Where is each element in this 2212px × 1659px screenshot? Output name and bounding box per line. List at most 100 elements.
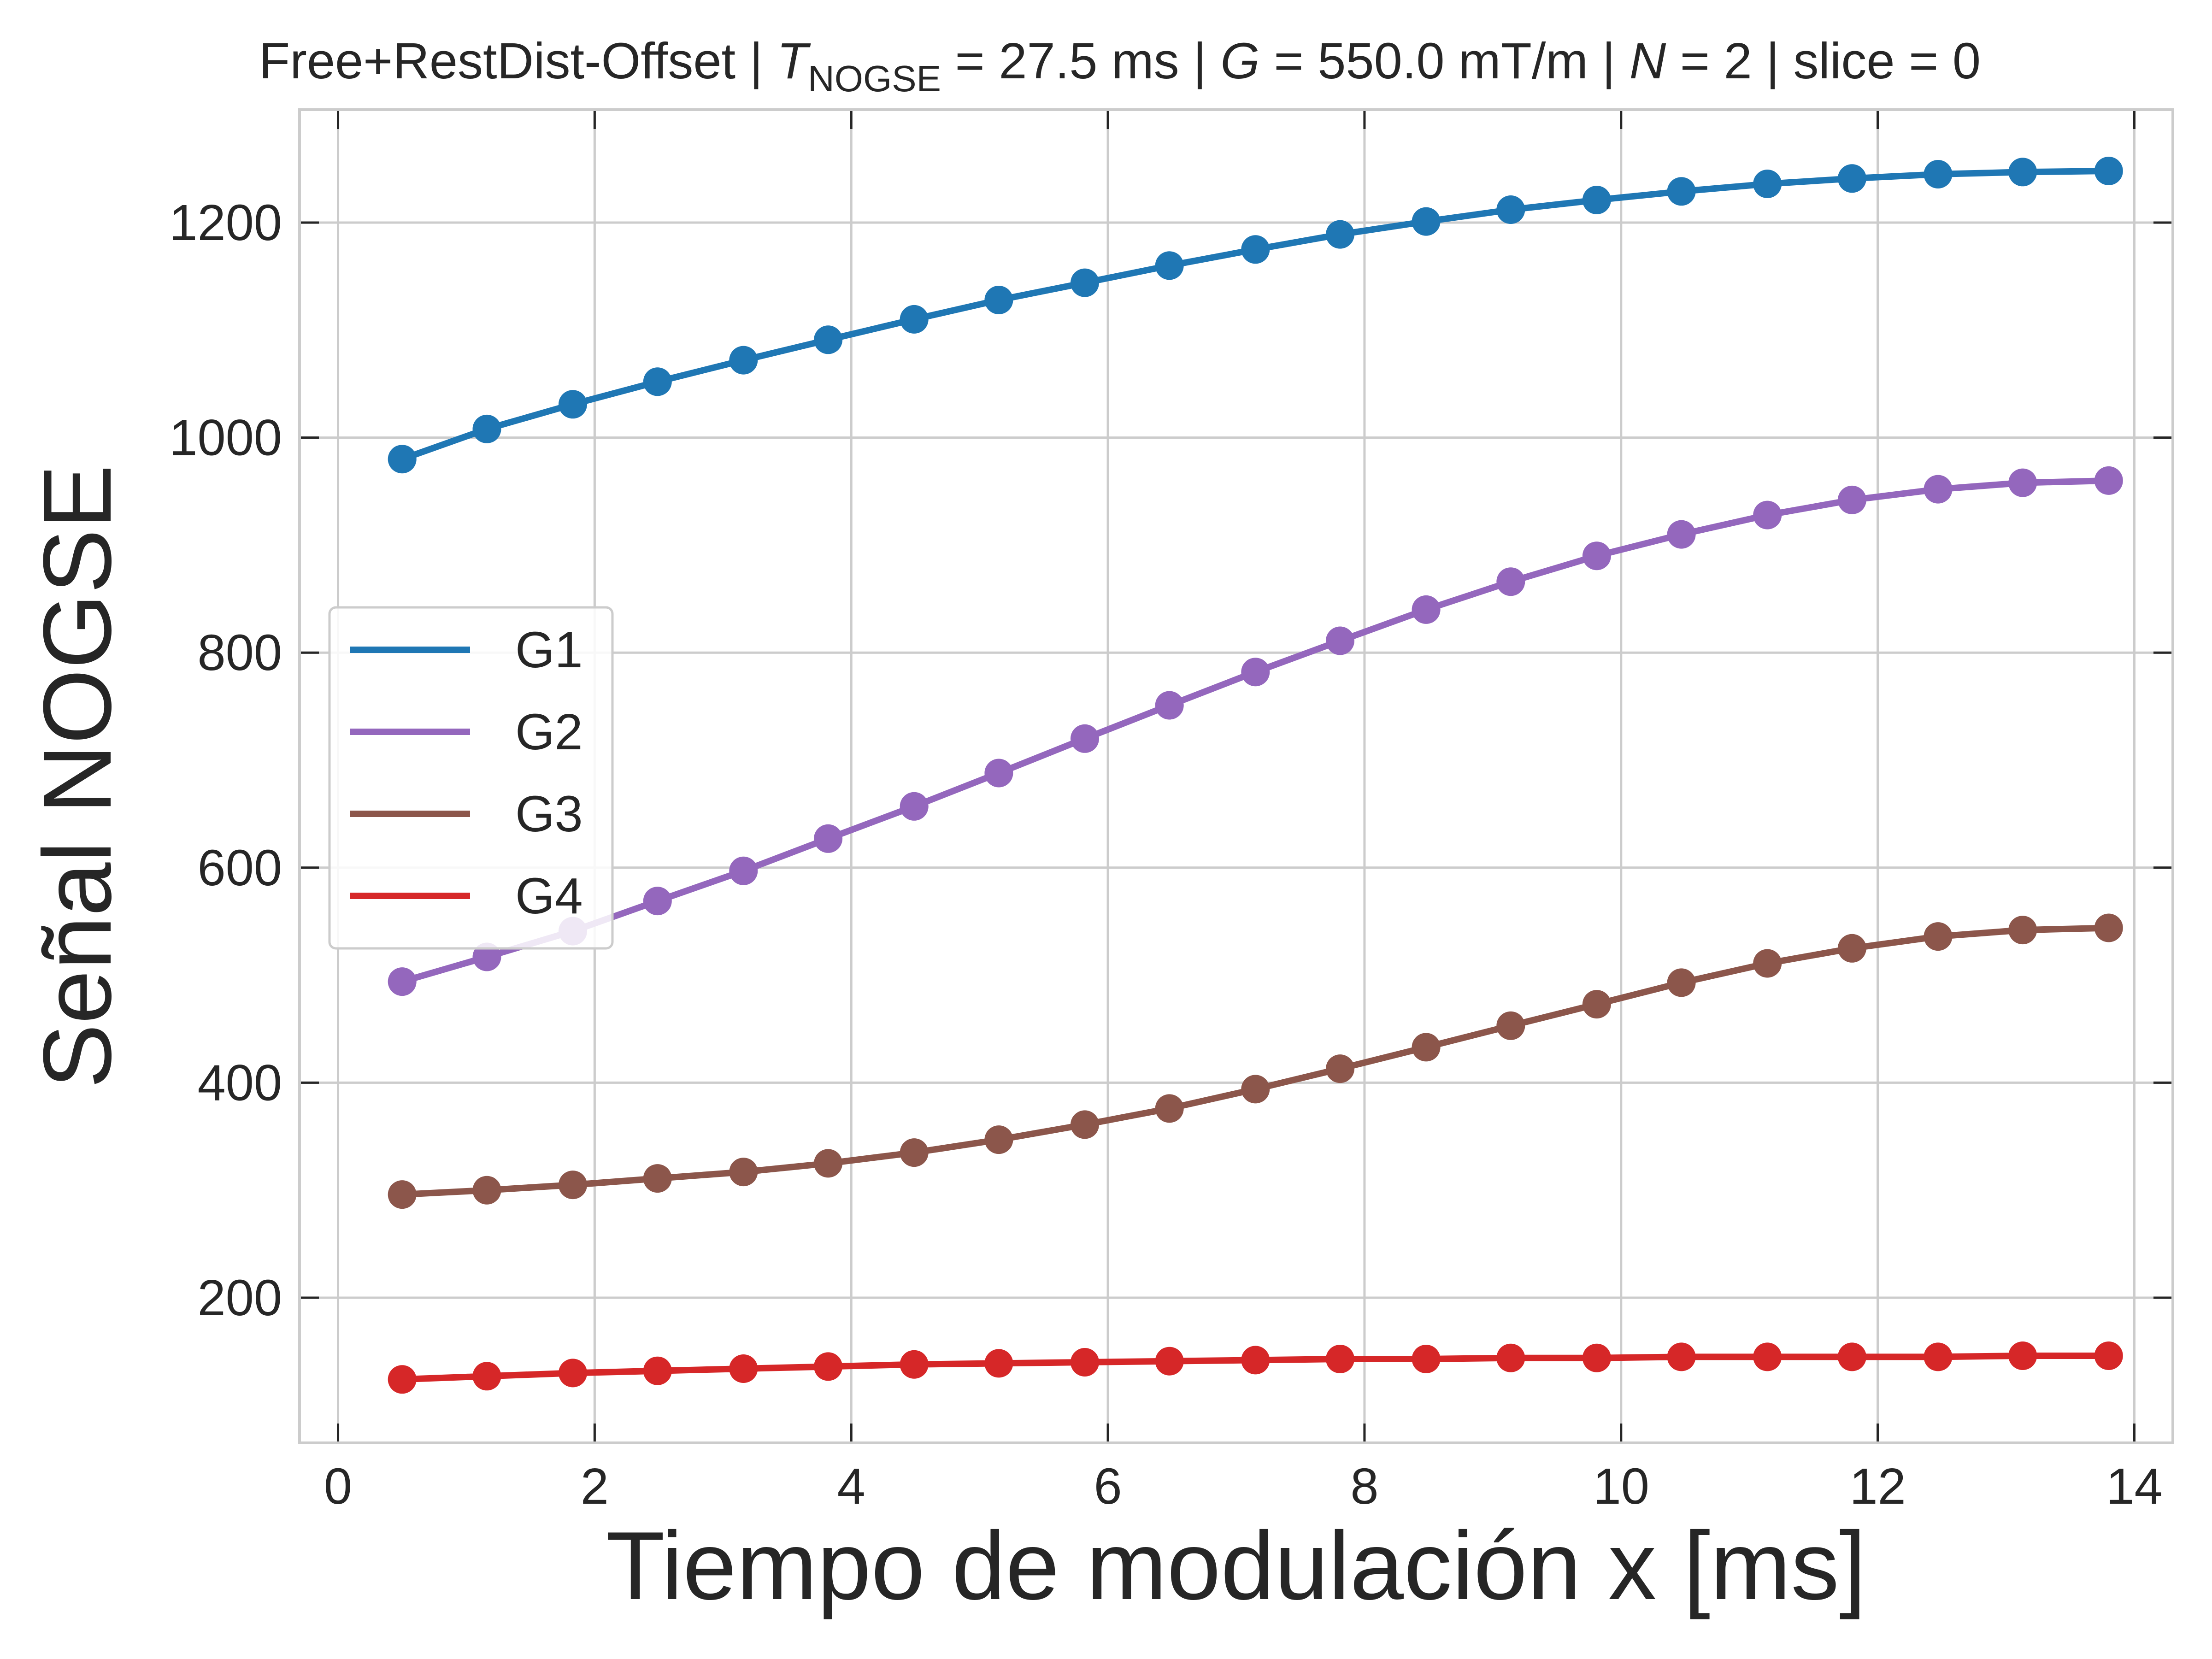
- data-point-g1: [729, 346, 758, 375]
- x-tick-label: 2: [581, 1458, 609, 1515]
- grid: [300, 110, 2173, 1443]
- data-point-g1: [643, 367, 672, 396]
- data-point-g3: [1753, 949, 1782, 978]
- title-t-subscript: NOGSE: [808, 58, 941, 99]
- data-point-g1: [2008, 158, 2037, 187]
- data-point-g2: [1837, 485, 1866, 514]
- data-point-g2: [729, 856, 758, 885]
- legend-box: [328, 606, 614, 950]
- data-point-g4: [643, 1356, 672, 1385]
- data-point-g1: [1753, 170, 1782, 198]
- data-point-g2: [1496, 567, 1525, 596]
- series-g2: [388, 466, 2123, 996]
- data-point-g2: [1667, 520, 1696, 549]
- data-point-g3: [1667, 968, 1696, 997]
- y-tick-label: 800: [197, 624, 282, 681]
- data-point-g1: [900, 305, 929, 334]
- data-point-g3: [2094, 913, 2123, 942]
- data-point-g4: [1837, 1342, 1866, 1371]
- data-point-g1: [1326, 220, 1354, 249]
- data-point-g4: [1326, 1345, 1354, 1373]
- data-point-g2: [1155, 691, 1184, 720]
- x-tick-label: 10: [1593, 1458, 1649, 1515]
- data-point-g4: [1667, 1342, 1696, 1371]
- data-point-g1: [984, 286, 1013, 314]
- data-point-g4: [472, 1362, 501, 1391]
- data-point-g1: [1496, 195, 1525, 224]
- series-layer: [388, 157, 2123, 1394]
- data-point-g1: [1667, 177, 1696, 206]
- data-point-g2: [1753, 500, 1782, 529]
- data-point-g4: [1496, 1343, 1525, 1372]
- series-g3: [388, 913, 2123, 1209]
- data-point-g4: [2008, 1341, 2037, 1370]
- data-point-g2: [814, 824, 843, 853]
- data-point-g4: [1582, 1343, 1611, 1372]
- series-g1: [388, 157, 2123, 474]
- data-point-g1: [1241, 235, 1270, 264]
- data-point-g3: [814, 1149, 843, 1178]
- data-point-g1: [814, 325, 843, 354]
- chart-title: Free+RestDist-Offset | TNOGSE = 27.5 ms …: [259, 33, 1981, 99]
- legend-label-g3: G3: [515, 786, 583, 842]
- data-point-g3: [559, 1171, 587, 1200]
- data-point-g3: [1071, 1110, 1099, 1139]
- data-point-g4: [984, 1349, 1013, 1378]
- data-point-g4: [1753, 1342, 1782, 1371]
- data-point-g4: [729, 1354, 758, 1383]
- data-point-g3: [1155, 1094, 1184, 1123]
- data-point-g1: [1837, 164, 1866, 193]
- data-point-g4: [1155, 1347, 1184, 1376]
- data-point-g1: [1582, 186, 1611, 214]
- data-point-g1: [1412, 207, 1441, 236]
- data-point-g3: [729, 1158, 758, 1187]
- y-tick-label: 200: [197, 1270, 282, 1326]
- title-t-symbol: T: [777, 33, 811, 89]
- legend-entries: G1 G2 G3 G4: [350, 622, 583, 924]
- y-tick-label: 1200: [169, 194, 282, 251]
- data-point-g2: [472, 942, 501, 971]
- x-tick-label: 12: [1849, 1458, 1906, 1515]
- data-point-g1: [1155, 251, 1184, 280]
- x-tick-label: 0: [324, 1458, 352, 1515]
- data-point-g3: [1837, 934, 1866, 963]
- data-point-g1: [472, 414, 501, 443]
- data-point-g2: [1412, 595, 1441, 624]
- data-point-g3: [1241, 1075, 1270, 1104]
- y-tick-label: 1000: [169, 410, 282, 466]
- legend-label-g1: G1: [515, 622, 583, 678]
- legend-label-g4: G4: [515, 868, 583, 924]
- data-point-g3: [1412, 1033, 1441, 1062]
- data-point-g4: [1241, 1346, 1270, 1375]
- data-point-g2: [2094, 466, 2123, 495]
- title-prefix: Free+RestDist-Offset |: [259, 33, 777, 89]
- data-point-g3: [984, 1125, 1013, 1154]
- x-tick-label: 8: [1350, 1458, 1378, 1515]
- data-point-g2: [900, 792, 929, 821]
- data-point-g4: [388, 1365, 417, 1394]
- data-point-g3: [1924, 922, 1953, 951]
- data-point-g3: [2008, 916, 2037, 945]
- data-point-g3: [643, 1164, 672, 1193]
- data-point-g4: [1412, 1345, 1441, 1373]
- title-n-symbol: N: [1630, 33, 1666, 89]
- data-point-g1: [1071, 268, 1099, 297]
- data-point-g3: [900, 1138, 929, 1167]
- ticks: 0 2 4 6 8 10 12 14 200 400 600 800 1000 1200: [169, 110, 2173, 1515]
- x-tick-label: 6: [1094, 1458, 1122, 1515]
- title-n-value: = 2 | slice = 0: [1666, 33, 1981, 89]
- plot-frame: [298, 108, 2174, 1444]
- data-point-g4: [900, 1350, 929, 1379]
- data-point-g2: [984, 759, 1013, 788]
- series-g4: [388, 1341, 2123, 1394]
- y-tick-label: 400: [197, 1054, 282, 1111]
- data-point-g3: [1326, 1054, 1354, 1083]
- data-point-g3: [1496, 1011, 1525, 1040]
- data-point-g2: [1326, 626, 1354, 655]
- x-tick-label: 14: [2106, 1458, 2162, 1515]
- data-point-g1: [559, 390, 587, 419]
- legend: G1 G2 G3 G4: [328, 606, 614, 950]
- x-tick-label: 4: [837, 1458, 865, 1515]
- data-point-g2: [1241, 658, 1270, 687]
- x-axis-label: Tiempo de modulación x [ms]: [606, 1512, 1866, 1620]
